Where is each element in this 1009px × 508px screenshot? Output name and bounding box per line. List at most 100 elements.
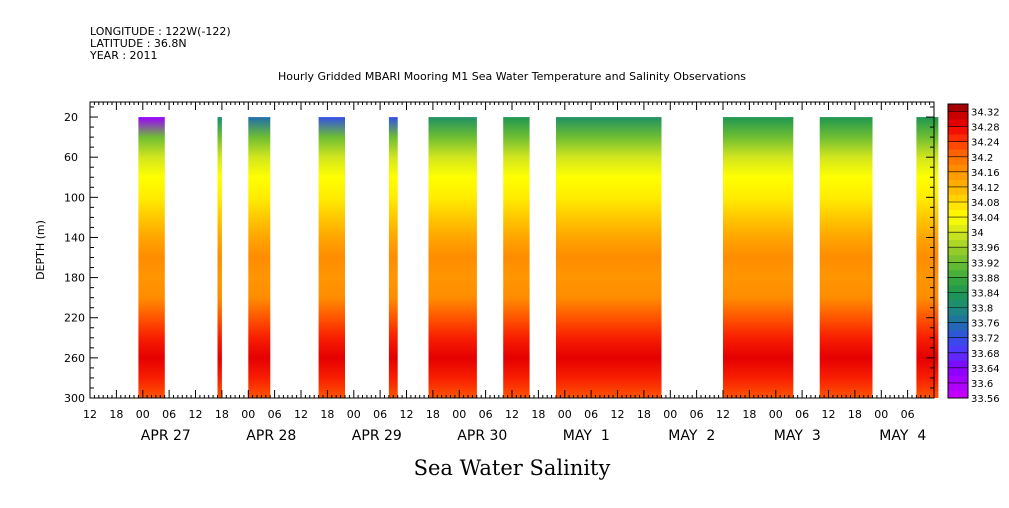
y-tick-label: 20 <box>64 111 78 124</box>
colorbar-swatch <box>948 209 968 218</box>
data-segment <box>503 117 530 398</box>
colorbar-swatch <box>948 300 968 308</box>
data-segment <box>723 117 794 398</box>
data-segment <box>217 117 222 398</box>
x-hour-label: 18 <box>637 408 651 421</box>
colorbar-swatch <box>948 149 968 158</box>
x-hour-label: 12 <box>83 408 97 421</box>
colorbar-label: 34 <box>971 228 984 239</box>
x-hour-label: 18 <box>215 408 229 421</box>
colorbar-label: 34.2 <box>971 153 993 164</box>
x-hour-label: 18 <box>742 408 756 421</box>
colorbar-swatch <box>948 224 968 233</box>
data-segments <box>138 117 939 398</box>
colorbar-swatch <box>948 126 968 135</box>
colorbar-label: 34.04 <box>971 213 1000 224</box>
data-segment <box>916 117 939 398</box>
colorbar-label: 34.32 <box>971 108 1000 119</box>
x-hour-label: 18 <box>109 408 123 421</box>
x-hour-label: 06 <box>373 408 387 421</box>
colorbar-label: 34.08 <box>971 198 1000 209</box>
x-date-label: APR 29 <box>352 428 402 444</box>
chart-title: Hourly Gridded MBARI Mooring M1 Sea Wate… <box>278 70 746 83</box>
x-hour-label: 06 <box>268 408 282 421</box>
data-segment <box>428 117 477 398</box>
x-date-label: MAY 4 <box>879 428 926 444</box>
colorbar-swatch <box>948 360 968 369</box>
colorbar-swatch <box>948 262 968 271</box>
colorbar-swatch <box>948 232 968 241</box>
x-hour-label: 12 <box>822 408 836 421</box>
colorbar-label: 33.88 <box>971 273 1000 284</box>
chart-header: LONGITUDE : 122W(-122) LATITUDE : 36.8N … <box>89 25 746 83</box>
data-segment <box>388 117 398 398</box>
colorbar-swatch <box>948 390 968 399</box>
x-axis: 12 18 00 06 12 18 00 06 12 18 00 06 12 18 00 06 12 18 00 06… <box>83 102 935 444</box>
y-tick-label: 100 <box>64 191 85 204</box>
colorbar-label: 34.12 <box>971 183 1000 194</box>
x-hour-label: 18 <box>426 408 440 421</box>
colorbar-swatch <box>948 186 968 195</box>
y-tick-label: 220 <box>64 312 85 325</box>
colorbar-swatch <box>948 382 968 391</box>
colorbar-label: 34.16 <box>971 168 1000 179</box>
x-hour-label: 06 <box>162 408 176 421</box>
y-tick-label: 180 <box>64 272 85 285</box>
colorbar-swatch <box>948 352 968 361</box>
colorbar-swatch <box>948 307 968 316</box>
x-date-label: APR 30 <box>457 428 507 444</box>
y-tick-label: 300 <box>64 392 85 405</box>
colorbar-label: 33.84 <box>971 289 1000 300</box>
x-date-label: MAY 2 <box>668 428 715 444</box>
x-hour-label: 00 <box>347 408 361 421</box>
x-hour-label: 18 <box>531 408 545 421</box>
colorbar-swatch <box>948 254 968 263</box>
colorbar-swatch <box>948 292 968 301</box>
colorbar-swatch <box>948 367 968 376</box>
colorbar-swatch <box>948 111 968 120</box>
x-hour-label: 12 <box>505 408 519 421</box>
colorbar-swatch <box>948 247 968 256</box>
colorbar-swatch <box>948 322 968 331</box>
bottom-title: Sea Water Salinity <box>414 456 611 480</box>
x-date-label: APR 28 <box>246 428 296 444</box>
x-hour-label: 06 <box>584 408 598 421</box>
colorbar-swatch <box>948 179 968 188</box>
x-hour-label: 06 <box>795 408 809 421</box>
x-hour-label: 12 <box>716 408 730 421</box>
data-segment <box>248 117 271 398</box>
colorbar-label: 33.72 <box>971 334 1000 345</box>
x-hour-label: 12 <box>400 408 414 421</box>
colorbar-swatch <box>948 156 968 165</box>
colorbar-swatch <box>948 171 968 180</box>
colorbar-swatch <box>948 217 968 226</box>
colorbar-label: 33.6 <box>971 379 993 390</box>
x-date-label: MAY 1 <box>563 428 610 444</box>
colorbar-label: 34.24 <box>971 138 1000 149</box>
colorbar-swatch <box>948 119 968 128</box>
x-hour-label: 18 <box>320 408 334 421</box>
colorbar-label: 33.76 <box>971 319 1000 330</box>
colorbar-swatch <box>948 375 968 384</box>
colorbar-swatch <box>948 134 968 143</box>
latitude-label: LATITUDE : 36.8N <box>90 37 187 50</box>
colorbar-swatch <box>948 315 968 324</box>
colorbar-label: 33.8 <box>971 304 993 315</box>
data-segment <box>556 117 662 398</box>
colorbar-swatch <box>948 202 968 210</box>
x-hour-label: 12 <box>611 408 625 421</box>
x-hour-label: 18 <box>848 408 862 421</box>
y-tick-label: 140 <box>64 232 85 245</box>
colorbar-label: 33.68 <box>971 349 1000 360</box>
y-tick-label: 260 <box>64 352 85 365</box>
data-segment <box>138 117 165 398</box>
colorbar-swatch <box>948 284 968 293</box>
colorbar-label: 33.64 <box>971 364 1000 375</box>
x-hour-label: 06 <box>690 408 704 421</box>
colorbar-label: 34.28 <box>971 123 1000 134</box>
y-axis-label: DEPTH (m) <box>34 220 47 280</box>
colorbar-label: 33.56 <box>971 394 1000 405</box>
colorbar-swatch <box>948 194 968 203</box>
x-hour-label: 00 <box>663 408 677 421</box>
